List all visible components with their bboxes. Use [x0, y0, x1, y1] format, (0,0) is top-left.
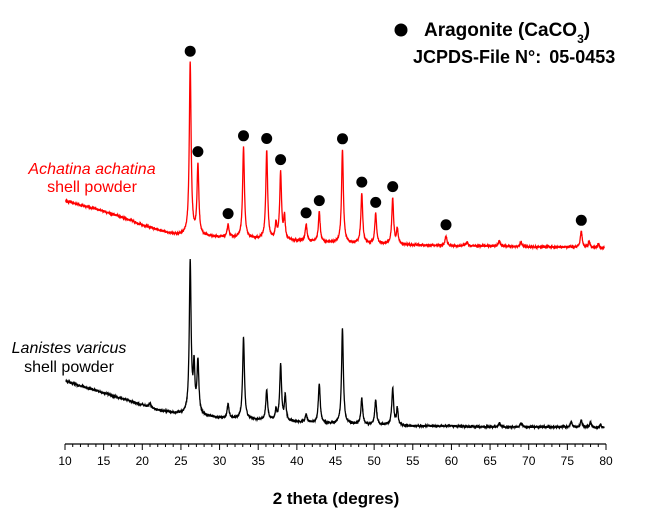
x-tick-label: 60: [445, 454, 459, 468]
x-tick-label: 45: [329, 454, 343, 468]
series-line-lanistes: [65, 258, 605, 431]
peak-marker-icon: [313, 195, 325, 207]
peak-marker-icon: [192, 146, 204, 158]
series-label-lanistes: Lanistes varicus shell powder: [12, 340, 127, 376]
legend-file-label: JCPDS-File N°: 05-0453: [413, 47, 615, 67]
peak-marker-icon: [222, 208, 234, 220]
x-tick-label: 10: [58, 454, 72, 468]
series-subtitle-achatina: shell powder: [47, 179, 138, 196]
series-line-achatina: [65, 61, 605, 251]
x-axis-ticks: 10 15 20 25 30 35 40 45 50 55 60 65 70 75 80: [58, 444, 613, 468]
peak-marker-icon: [261, 133, 273, 144]
x-tick-label: 75: [561, 454, 575, 468]
legend-marker-icon: [394, 23, 408, 37]
series-subtitle-lanistes: shell powder: [24, 359, 115, 376]
peak-marker-icon: [387, 181, 399, 193]
peak-marker-icon: [238, 130, 249, 142]
x-tick-label: 25: [174, 454, 188, 468]
x-tick-label: 30: [213, 454, 227, 468]
peak-marker-icon: [300, 207, 312, 219]
x-tick-label: 15: [97, 454, 111, 468]
aragonite-markers: [184, 45, 587, 231]
peak-marker-icon: [275, 154, 287, 166]
x-tick-label: 50: [367, 454, 381, 468]
peak-marker-icon: [575, 214, 587, 226]
x-tick-label: 35: [252, 454, 266, 468]
series-name-lanistes: Lanistes varicus: [12, 340, 127, 357]
x-tick-label: 80: [599, 454, 613, 468]
series-name-achatina: Achatina achatina: [27, 161, 155, 178]
peak-marker-icon: [370, 196, 382, 208]
series-label-achatina: Achatina achatina shell powder: [27, 161, 155, 196]
x-tick-label: 20: [136, 454, 150, 468]
legend-label: Aragonite (CaCO3): [424, 20, 590, 46]
peak-marker-icon: [440, 219, 452, 231]
peak-marker-icon: [184, 45, 196, 57]
x-tick-label: 70: [522, 454, 536, 468]
x-tick-label: 65: [483, 454, 497, 468]
x-tick-label: 40: [290, 454, 304, 468]
x-tick-label: 55: [406, 454, 420, 468]
peak-marker-icon: [356, 176, 368, 188]
peak-marker-icon: [337, 133, 348, 145]
legend: Aragonite (CaCO3) JCPDS-File N°: 05-0453: [394, 20, 615, 67]
x-axis-title: 2 theta (degres): [273, 489, 400, 508]
